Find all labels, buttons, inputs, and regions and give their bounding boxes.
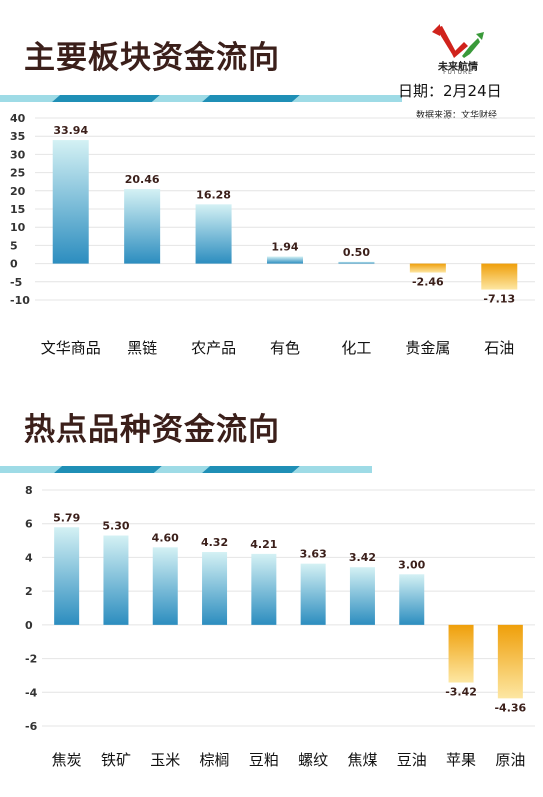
bar-焦煤 <box>349 567 375 625</box>
bar-value-label: -4.36 <box>494 701 526 714</box>
y-tick-label: -6 <box>25 720 38 733</box>
bar-value-label: 3.00 <box>398 558 425 571</box>
bar-value-label: 0.50 <box>343 246 370 259</box>
bar-玉米 <box>152 547 178 625</box>
category-label: 玉米 <box>150 751 180 769</box>
y-tick-label: -5 <box>10 276 22 289</box>
y-tick-label: 30 <box>10 148 26 161</box>
category-label: 有色 <box>270 339 300 357</box>
bar-value-label: 4.60 <box>152 531 179 544</box>
category-label: 苹果 <box>446 751 476 769</box>
category-label: 石油 <box>484 339 514 357</box>
bar-value-label: 4.32 <box>201 536 228 549</box>
bar-value-label: 16.28 <box>196 188 231 201</box>
bar-黑链 <box>124 189 161 264</box>
category-label: 棕榈 <box>200 751 230 769</box>
category-label: 焦煤 <box>347 751 377 769</box>
future-logo-icon <box>432 24 484 58</box>
bar-value-label: 20.46 <box>125 173 160 186</box>
bar-value-label: 5.79 <box>53 511 80 524</box>
y-tick-label: 20 <box>10 185 26 198</box>
bar-豆油 <box>399 574 425 625</box>
bar-value-label: 1.94 <box>271 241 298 254</box>
bar-value-label: 3.42 <box>349 551 376 564</box>
y-tick-label: 4 <box>25 551 33 564</box>
category-label: 原油 <box>495 751 525 769</box>
bar-棕榈 <box>202 552 228 625</box>
bar-贵金属 <box>409 263 446 273</box>
y-tick-label: 35 <box>10 130 25 143</box>
bar-value-label: -2.46 <box>412 276 444 289</box>
bar-化工 <box>338 261 375 264</box>
category-label: 文华商品 <box>41 339 101 357</box>
bar-value-label: 3.63 <box>300 548 327 561</box>
category-label: 贵金属 <box>405 339 450 357</box>
logo-subtitle: FUTURE <box>443 69 473 76</box>
logo-name: 未来航情 <box>438 62 478 73</box>
data-source-label: 数据来源：文华财经 <box>416 111 498 121</box>
bar-石油 <box>481 263 518 290</box>
sector-flow-title: 主要板块资金流向 <box>24 40 280 76</box>
hot-flow-chart: 8 6 4 2 0 -2 -4 -6 5.79 焦炭 5.30 铁矿 4.60 玉米 4.32 棕榈 4.21 豆… <box>25 484 535 769</box>
bar-value-label: 4.21 <box>250 538 277 551</box>
y-tick-label: 10 <box>10 221 26 234</box>
bar-螺纹 <box>300 563 326 625</box>
bar-苹果 <box>448 624 474 683</box>
hot-flow-title: 热点品种资金流向 <box>24 412 280 448</box>
date-label: 日期：2月24日 <box>398 82 502 100</box>
y-tick-label: 0 <box>10 258 18 271</box>
bar-有色 <box>267 256 303 264</box>
bar-农产品 <box>195 204 232 264</box>
bar-铁矿 <box>103 535 129 625</box>
category-label: 豆粕 <box>249 751 279 769</box>
y-tick-label: 40 <box>10 112 26 125</box>
y-tick-label: 2 <box>25 585 33 598</box>
y-tick-label: 0 <box>25 619 33 632</box>
title-underline-stripe <box>0 466 372 473</box>
category-label: 螺纹 <box>298 751 328 769</box>
bar-value-label: -3.42 <box>445 686 477 699</box>
bar-value-label: -7.13 <box>483 293 515 306</box>
category-label: 焦炭 <box>52 751 82 769</box>
title-underline-stripe <box>0 95 402 102</box>
category-label: 化工 <box>341 339 371 357</box>
category-label: 黑链 <box>127 339 157 357</box>
y-tick-label: -4 <box>25 686 38 699</box>
y-tick-label: -10 <box>10 294 30 307</box>
bar-豆粕 <box>251 553 277 625</box>
y-tick-label: 15 <box>10 203 25 216</box>
y-tick-label: 5 <box>10 239 18 252</box>
y-tick-label: 8 <box>25 484 33 497</box>
y-tick-label: 25 <box>10 167 25 180</box>
bar-焦炭 <box>54 527 80 625</box>
category-label: 豆油 <box>397 751 427 769</box>
bar-原油 <box>497 624 523 699</box>
sector-flow-chart: 40 35 30 25 20 15 10 5 0 -5 -10 33.94 文华商品 20.46 黑链 16.… <box>10 112 535 357</box>
category-label: 农产品 <box>191 339 236 357</box>
bar-value-label: 5.30 <box>102 520 129 533</box>
bar-文华商品 <box>52 140 89 264</box>
y-tick-label: -2 <box>25 653 37 666</box>
y-tick-label: 6 <box>25 518 33 531</box>
bar-value-label: 33.94 <box>53 124 88 137</box>
category-label: 铁矿 <box>101 751 131 769</box>
